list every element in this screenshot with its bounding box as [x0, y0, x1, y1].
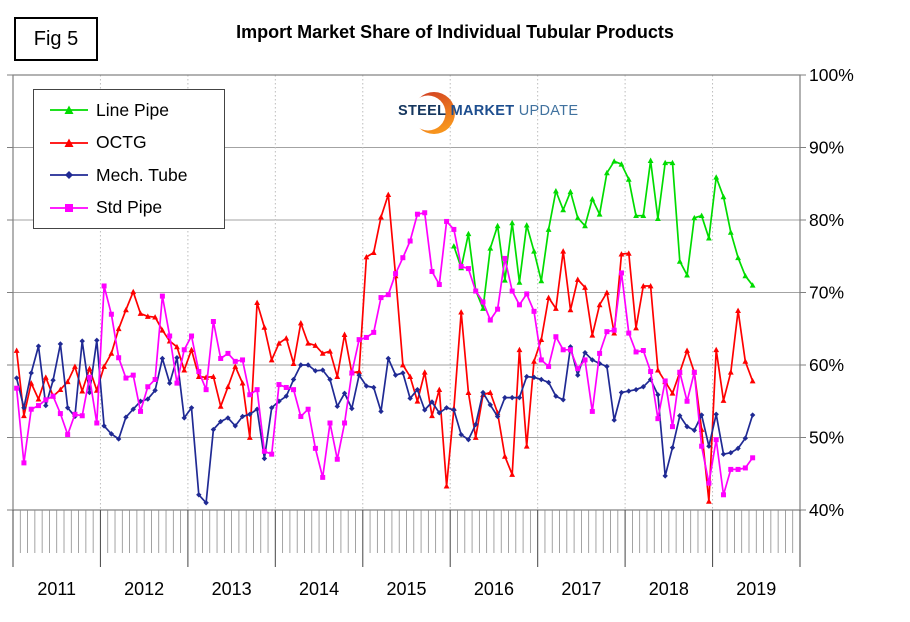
x-axis-year-label: 2012 — [124, 579, 164, 599]
legend-item-octg: OCTG — [46, 128, 224, 158]
chart-title: Import Market Share of Individual Tubula… — [236, 22, 674, 42]
crescent-icon — [413, 92, 455, 134]
y-axis-tick-label: 50% — [809, 428, 844, 448]
logo-word-update: UPDATE — [518, 103, 579, 119]
legend-item-std-pipe: Std Pipe — [46, 193, 224, 223]
steel-market-update-logo: STEEL MARKET UPDATE — [398, 90, 608, 136]
x-axis-year-label: 2013 — [212, 579, 252, 599]
mech-tube-swatch-icon — [50, 171, 88, 180]
legend: Line Pipe OCTG Mech. Tube Std Pipe — [33, 89, 225, 229]
x-axis-year-label: 2017 — [561, 579, 601, 599]
legend-label: OCTG — [96, 132, 147, 153]
legend-label: Line Pipe — [96, 99, 169, 120]
y-axis-tick-label: 90% — [809, 138, 844, 158]
fig-number-label: Fig 5 — [33, 27, 79, 50]
y-axis-tick-label: 100% — [809, 65, 854, 85]
logo-word-market: MARKET — [450, 103, 515, 119]
line-pipe-swatch-icon — [50, 105, 88, 115]
y-axis-tick-label: 80% — [809, 210, 844, 230]
legend-item-mech-tube: Mech. Tube — [46, 160, 224, 190]
fig-number-box: Fig 5 — [14, 17, 98, 61]
x-axis-year-label: 2011 — [37, 579, 76, 599]
legend-item-line-pipe: Line Pipe — [46, 95, 224, 125]
legend-label: Mech. Tube — [96, 164, 188, 185]
y-axis-tick-label: 70% — [809, 283, 844, 303]
logo-word-steel: STEEL — [398, 103, 447, 119]
y-axis-tick-label: 40% — [809, 500, 844, 520]
y-axis-tick-label: 60% — [809, 355, 844, 375]
x-axis-year-label: 2016 — [474, 579, 514, 599]
x-axis-year-label: 2015 — [386, 579, 426, 599]
x-axis-year-label: 2018 — [649, 579, 689, 599]
logo-text: STEEL MARKET UPDATE — [398, 103, 608, 119]
series-line-octg — [15, 193, 754, 503]
x-axis-year-label: 2019 — [736, 579, 776, 599]
series-line-line-pipe — [453, 159, 754, 310]
legend-label: Std Pipe — [96, 197, 163, 218]
octg-swatch-icon — [50, 138, 88, 147]
std-pipe-swatch-icon — [50, 203, 88, 212]
x-axis-year-label: 2014 — [299, 579, 339, 599]
series-line-std-pipe — [15, 211, 754, 496]
